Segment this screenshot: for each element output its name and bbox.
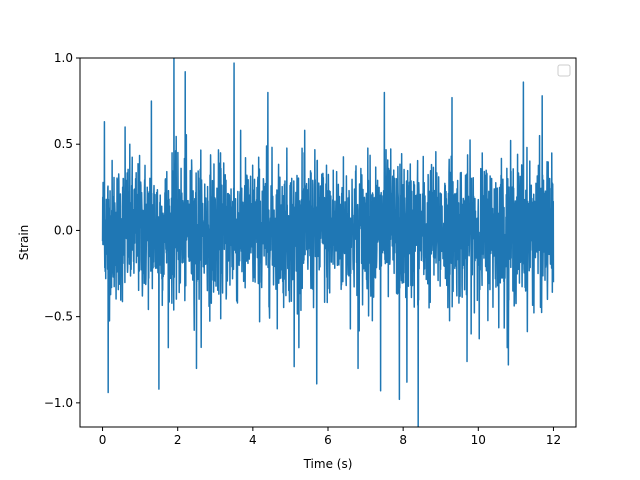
y-tick-label: 0.5 <box>54 137 73 151</box>
y-tick-label: −0.5 <box>44 310 73 324</box>
y-tick-label: 1.0 <box>54 51 73 65</box>
x-tick-label: 4 <box>249 433 257 447</box>
y-axis: −1.0 −0.5 0.0 0.5 1.0 <box>44 51 80 410</box>
y-tick-label: −1.0 <box>44 396 73 410</box>
x-tick-label: 2 <box>174 433 182 447</box>
x-tick-label: 6 <box>324 433 332 447</box>
series-layer <box>101 58 555 427</box>
x-tick-label: 0 <box>99 433 107 447</box>
y-axis-label: Strain <box>17 225 31 261</box>
y-tick-label: 0.0 <box>54 223 73 237</box>
strain-series-line <box>101 58 555 427</box>
x-tick-label: 10 <box>471 433 486 447</box>
x-tick-label: 8 <box>399 433 407 447</box>
legend-box <box>557 64 571 77</box>
x-tick-label: 12 <box>546 433 561 447</box>
x-axis: 0 2 4 6 8 10 12 <box>99 427 561 447</box>
x-axis-label: Time (s) <box>303 457 353 471</box>
